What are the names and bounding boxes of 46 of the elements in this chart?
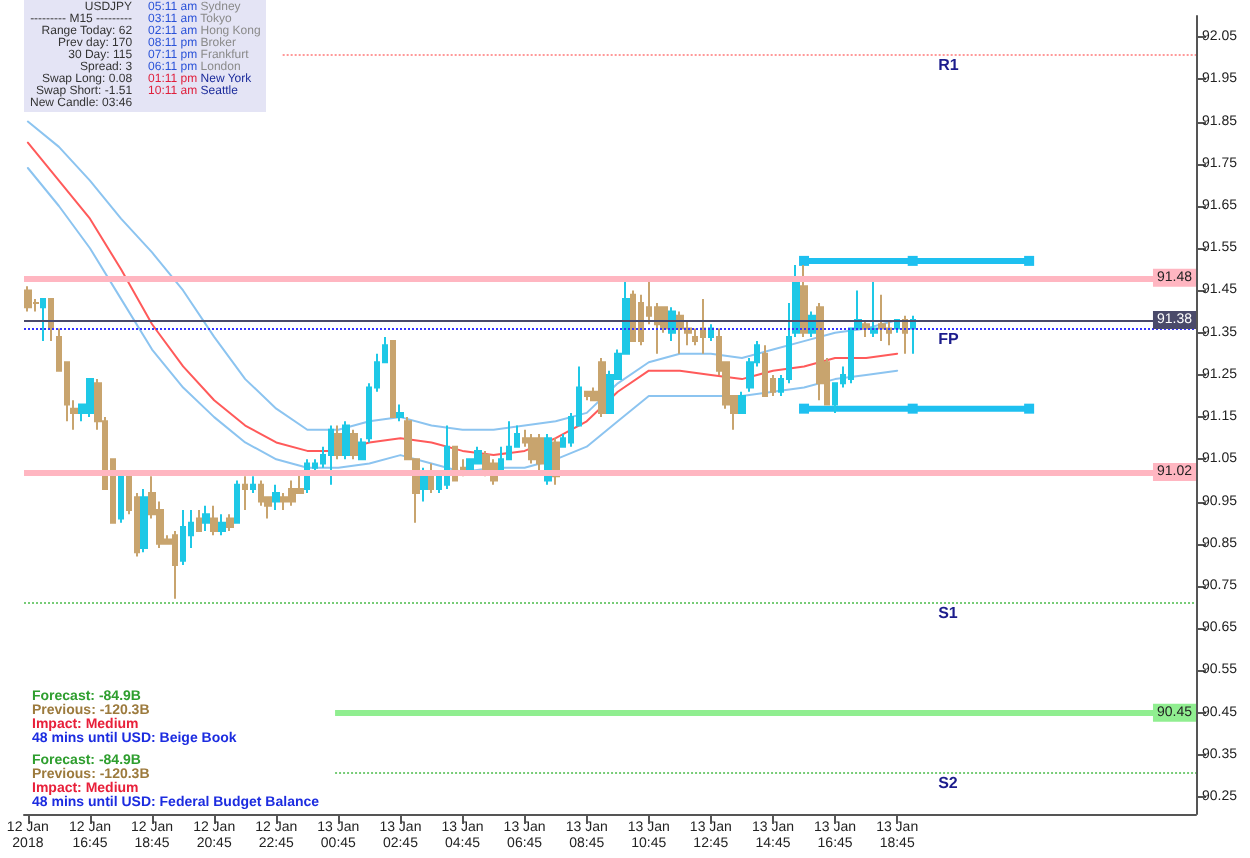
candlestick [528,433,536,465]
candlestick [250,475,256,495]
candlestick [816,302,824,402]
candlestick [598,357,606,419]
candlestick [862,319,870,338]
candlestick [708,323,714,343]
ref-line-label: S2 [938,773,958,792]
candlestick [334,424,342,461]
candlestick [870,276,878,338]
candlestick [24,285,32,313]
candlestick [40,297,46,343]
candlestick [48,297,54,343]
candlestick [180,509,186,566]
candlestick [118,471,124,524]
candlestick [242,475,248,511]
candlestick [226,513,234,533]
ref-line-label: FP [938,330,959,349]
candlestick [536,433,544,473]
candlestick [210,504,218,537]
candlestick [342,420,350,461]
candlestick [390,340,396,419]
candlestick [86,378,94,419]
candlestick [288,479,296,507]
candlestick [196,509,202,533]
candlestick [700,297,706,355]
candlestick [350,428,358,461]
candlestick [738,390,746,414]
candlestick [218,513,226,537]
candlestick [140,487,148,554]
candlestick [762,344,768,397]
candlestick [878,293,886,343]
candlestick [630,289,636,343]
candlestick [420,466,428,503]
candlestick [396,403,404,423]
candlestick [684,319,692,347]
candlestick [328,424,334,486]
ref-line-label: R1 [938,56,959,74]
candlestick [272,483,280,511]
candlestick [910,314,916,355]
candlestick [474,445,482,465]
candlestick [676,310,684,355]
candlestick [234,479,240,524]
candlestick [202,504,210,533]
ref-line-label: S1 [938,604,958,623]
candlestick [584,390,590,402]
candlestick [172,530,178,600]
